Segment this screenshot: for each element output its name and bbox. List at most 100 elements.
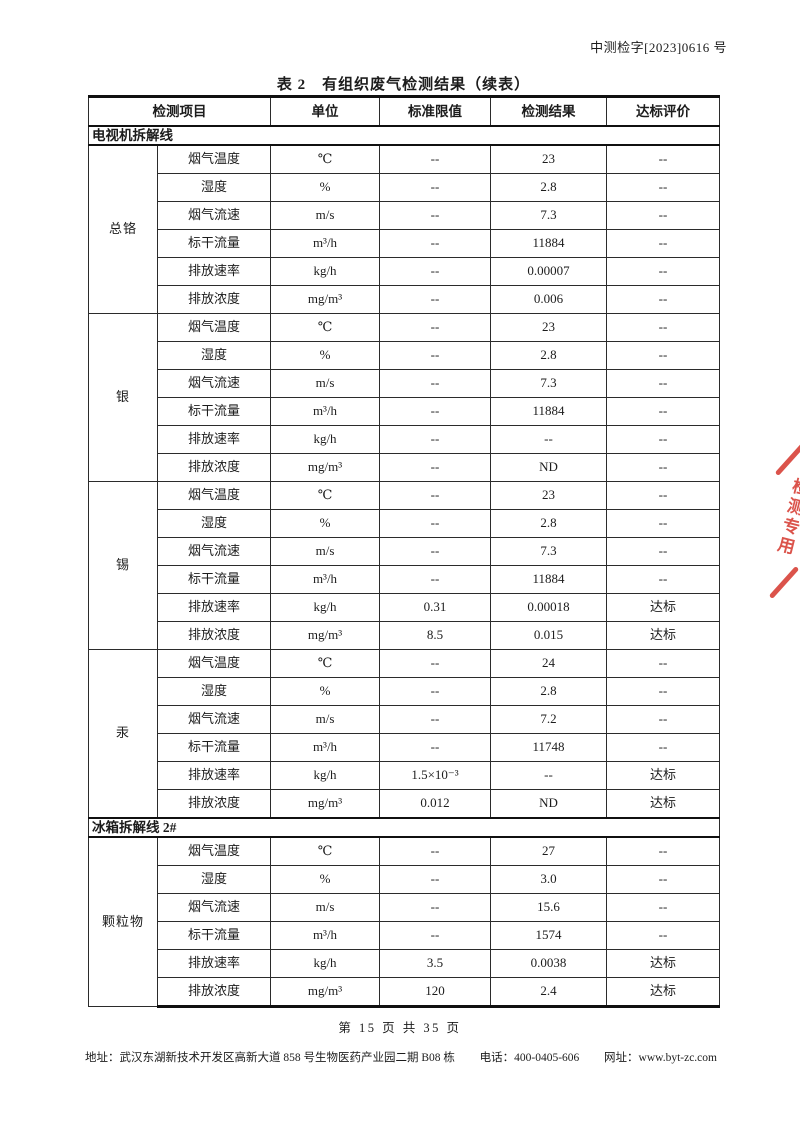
param-label: 烟气流速 bbox=[157, 201, 271, 230]
limit-cell: 0.012 bbox=[379, 789, 491, 819]
table-row: 排放浓度 mg/m³ -- 0.006 -- bbox=[89, 285, 720, 314]
table-row: 标干流量 m³/h -- 11748 -- bbox=[89, 733, 720, 762]
result-cell: 2.4 bbox=[490, 977, 607, 1008]
page-title: 表 2 有组织废气检测结果（续表） bbox=[276, 77, 531, 93]
param-label: 排放速率 bbox=[157, 949, 271, 978]
seal-stroke-icon bbox=[774, 442, 800, 477]
section-label: 冰箱拆解线 2# bbox=[88, 817, 720, 838]
unit-cell: % bbox=[270, 865, 380, 894]
red-seal-fragment: 检测专用 bbox=[756, 441, 800, 600]
eval-cell: -- bbox=[606, 537, 720, 566]
table-row: 烟气流速 m/s -- 7.3 -- bbox=[89, 537, 720, 566]
limit-cell: -- bbox=[379, 509, 491, 538]
unit-cell: mg/m³ bbox=[270, 789, 380, 819]
result-cell: ND bbox=[490, 453, 607, 482]
table-row: 排放速率 kg/h -- 0.00007 -- bbox=[89, 257, 720, 286]
limit-cell: -- bbox=[379, 313, 491, 342]
results-table: 检测项目 单位 标准限值 检测结果 达标评价 电视机拆解线 总铬 烟气温度 ℃ -- 23… bbox=[88, 95, 720, 1008]
footer-contact: 地址：武汉东湖新技术开发区高新大道 858 号生物医药产业园二期 B08 栋 电… bbox=[85, 1049, 717, 1065]
unit-cell: kg/h bbox=[270, 949, 380, 978]
unit-cell: % bbox=[270, 509, 380, 538]
param-label: 标干流量 bbox=[157, 229, 271, 258]
eval-cell: -- bbox=[606, 677, 720, 706]
result-cell: 7.3 bbox=[490, 537, 607, 566]
limit-cell: -- bbox=[379, 285, 491, 314]
page-number: 第 15 页 共 35 页 bbox=[338, 1021, 462, 1035]
eval-cell: -- bbox=[606, 425, 720, 454]
limit-cell: -- bbox=[379, 144, 491, 174]
param-label: 湿度 bbox=[157, 173, 271, 202]
eval-cell: -- bbox=[606, 313, 720, 342]
result-cell: 27 bbox=[490, 836, 607, 866]
result-cell: 11884 bbox=[490, 397, 607, 426]
table-row: 排放浓度 mg/m³ 8.5 0.015 达标 bbox=[89, 621, 720, 650]
table-row: 湿度% -- 2.8 -- bbox=[89, 509, 720, 538]
table-row: 标干流量 m³/h -- 1574 -- bbox=[89, 921, 720, 950]
param-label: 排放速率 bbox=[157, 593, 271, 622]
limit-cell: 120 bbox=[379, 977, 491, 1008]
table-row: 烟气流速 m/s -- 15.6 -- bbox=[89, 893, 720, 922]
footer-address: 地址：武汉东湖新技术开发区高新大道 858 号生物医药产业园二期 B08 栋 bbox=[85, 1052, 455, 1064]
limit-cell: -- bbox=[379, 397, 491, 426]
eval-cell: -- bbox=[606, 453, 720, 482]
group-label: 汞 bbox=[88, 649, 158, 819]
unit-cell: % bbox=[270, 341, 380, 370]
limit-cell: -- bbox=[379, 453, 491, 482]
table-row: 烟气流速 m/s -- 7.2 -- bbox=[89, 705, 720, 734]
eval-cell: -- bbox=[606, 649, 720, 678]
param-label: 标干流量 bbox=[157, 397, 271, 426]
eval-cell: 达标 bbox=[606, 977, 720, 1008]
table-row: 汞烟气温度 ℃ -- 24 -- bbox=[88, 649, 720, 819]
unit-cell: m³/h bbox=[270, 733, 380, 762]
table-row: 标干流量 m³/h -- 11884 -- bbox=[89, 397, 720, 426]
param-label: 排放浓度 bbox=[157, 789, 271, 819]
limit-cell: -- bbox=[379, 481, 491, 510]
limit-cell: -- bbox=[379, 257, 491, 286]
limit-cell: -- bbox=[379, 341, 491, 370]
table-row: 排放速率 kg/h 0.31 0.00018 达标 bbox=[89, 593, 720, 622]
result-cell: ND bbox=[490, 789, 607, 819]
limit-cell: 1.5×10⁻³ bbox=[379, 761, 491, 790]
result-cell: 7.3 bbox=[490, 369, 607, 398]
group-label: 锡 bbox=[88, 481, 158, 650]
param-label: 排放浓度 bbox=[157, 621, 271, 650]
limit-cell: -- bbox=[379, 865, 491, 894]
param-label: 烟气流速 bbox=[157, 705, 271, 734]
section-row: 冰箱拆解线 2# bbox=[88, 817, 720, 838]
param-label: 湿度 bbox=[157, 341, 271, 370]
limit-cell: -- bbox=[379, 921, 491, 950]
param-label: 排放浓度 bbox=[157, 453, 271, 482]
header-row: 检测项目 单位 标准限值 检测结果 达标评价 bbox=[88, 95, 720, 127]
param-label: 烟气温度 bbox=[157, 481, 271, 510]
unit-cell: ℃ bbox=[270, 649, 380, 678]
table-row: 银烟气温度 ℃ -- 23 -- bbox=[88, 313, 720, 482]
footer-phone: 电话：400-0405-606 bbox=[479, 1052, 580, 1064]
result-cell: 3.0 bbox=[490, 865, 607, 894]
table-row: 湿度% -- 3.0 -- bbox=[89, 865, 720, 894]
limit-cell: 3.5 bbox=[379, 949, 491, 978]
unit-cell: m³/h bbox=[270, 565, 380, 594]
eval-cell: 达标 bbox=[606, 621, 720, 650]
result-cell: 1574 bbox=[490, 921, 607, 950]
param-label: 烟气温度 bbox=[157, 836, 271, 866]
table-row: 排放浓度 mg/m³ 120 2.4 达标 bbox=[89, 977, 720, 1008]
eval-cell: 达标 bbox=[606, 761, 720, 790]
unit-cell: kg/h bbox=[270, 761, 380, 790]
param-label: 湿度 bbox=[157, 509, 271, 538]
eval-cell: -- bbox=[606, 509, 720, 538]
param-label: 排放速率 bbox=[157, 761, 271, 790]
result-cell: 11748 bbox=[490, 733, 607, 762]
unit-cell: m/s bbox=[270, 201, 380, 230]
param-label: 湿度 bbox=[157, 677, 271, 706]
result-cell: 0.00007 bbox=[490, 257, 607, 286]
table-row: 总铬 烟气温度 ℃ -- 23 -- bbox=[88, 144, 720, 314]
result-cell: 0.015 bbox=[490, 621, 607, 650]
unit-cell: mg/m³ bbox=[270, 977, 380, 1008]
limit-cell: -- bbox=[379, 705, 491, 734]
table-row: 标干流量 m³/h -- 11884 -- bbox=[89, 565, 720, 594]
result-cell: 23 bbox=[490, 481, 607, 510]
result-cell: 2.8 bbox=[490, 173, 607, 202]
group-label: 银 bbox=[88, 313, 158, 482]
param-label: 标干流量 bbox=[157, 921, 271, 950]
eval-cell: -- bbox=[606, 229, 720, 258]
